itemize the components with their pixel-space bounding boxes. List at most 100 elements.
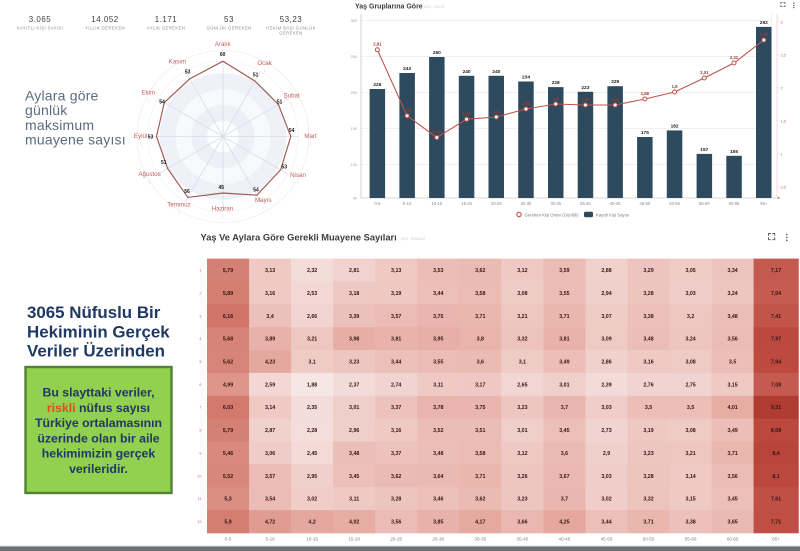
svg-text:7,17: 7,17 bbox=[771, 268, 781, 274]
svg-text:25-30: 25-30 bbox=[432, 537, 444, 542]
svg-text:229: 229 bbox=[611, 79, 619, 85]
svg-text:2,96: 2,96 bbox=[349, 428, 359, 434]
svg-text:Şubat: Şubat bbox=[284, 93, 300, 100]
svg-text:KİŞİ - PLSMGZ: KİŞİ - PLSMGZ bbox=[401, 236, 426, 241]
svg-text:3,38: 3,38 bbox=[685, 520, 695, 526]
svg-text:3,56: 3,56 bbox=[727, 337, 737, 343]
svg-text:1,4: 1,4 bbox=[493, 109, 500, 114]
svg-text:3,18: 3,18 bbox=[349, 291, 359, 297]
svg-text:4: 4 bbox=[199, 337, 201, 341]
svg-text:60-65: 60-65 bbox=[727, 537, 739, 542]
svg-text:25-30: 25-30 bbox=[521, 201, 532, 206]
svg-text:3,08: 3,08 bbox=[685, 428, 695, 434]
svg-text:1: 1 bbox=[222, 215, 224, 219]
svg-text:GÜNLÜK GEREKEN: GÜNLÜK GEREKEN bbox=[206, 26, 251, 31]
svg-text:6,16: 6,16 bbox=[223, 314, 233, 320]
svg-text:3,45: 3,45 bbox=[349, 474, 359, 480]
svg-text:GEREKEN: GEREKEN bbox=[279, 30, 302, 35]
svg-text:Hekiminin Gerçek: Hekiminin Gerçek bbox=[27, 322, 170, 341]
svg-text:3,45: 3,45 bbox=[727, 497, 737, 503]
svg-text:3,16: 3,16 bbox=[265, 291, 275, 297]
svg-text:3,54: 3,54 bbox=[265, 497, 275, 503]
svg-text:9,31: 9,31 bbox=[771, 405, 781, 411]
svg-text:1: 1 bbox=[291, 102, 293, 106]
svg-text:175: 175 bbox=[641, 130, 649, 136]
svg-text:3,71: 3,71 bbox=[475, 314, 485, 320]
svg-text:3,52: 3,52 bbox=[433, 428, 443, 434]
svg-text:3,6: 3,6 bbox=[561, 451, 568, 457]
svg-text:3,1: 3,1 bbox=[519, 360, 526, 366]
svg-text:3,56: 3,56 bbox=[727, 474, 737, 480]
svg-text:53: 53 bbox=[282, 164, 288, 170]
svg-text:3,5: 3,5 bbox=[729, 360, 736, 366]
svg-text:3,81: 3,81 bbox=[559, 337, 569, 343]
svg-text:56: 56 bbox=[184, 189, 190, 195]
svg-text:3,44: 3,44 bbox=[433, 291, 443, 297]
svg-text:53,23: 53,23 bbox=[280, 15, 303, 24]
svg-text:3,71: 3,71 bbox=[475, 474, 485, 480]
svg-text:Kayıtlı Kişi Sayısı: Kayıtlı Kişi Sayısı bbox=[596, 212, 629, 217]
svg-text:5,68: 5,68 bbox=[223, 337, 233, 343]
svg-text:3,12: 3,12 bbox=[517, 451, 527, 457]
svg-text:4,01: 4,01 bbox=[727, 405, 737, 411]
svg-text:3,28: 3,28 bbox=[643, 474, 653, 480]
svg-text:1,05: 1,05 bbox=[433, 129, 442, 134]
svg-text:3,55: 3,55 bbox=[559, 291, 569, 297]
svg-text:200: 200 bbox=[351, 91, 357, 95]
svg-text:1: 1 bbox=[264, 69, 266, 73]
svg-text:3,62: 3,62 bbox=[391, 474, 401, 480]
svg-text:6: 6 bbox=[199, 383, 201, 387]
svg-text:5,79: 5,79 bbox=[223, 428, 233, 434]
svg-text:3,23: 3,23 bbox=[643, 451, 653, 457]
svg-text:3,01: 3,01 bbox=[559, 382, 569, 388]
svg-text:2,74: 2,74 bbox=[391, 382, 401, 388]
svg-text:3,08: 3,08 bbox=[517, 291, 527, 297]
svg-text:3,21: 3,21 bbox=[685, 451, 695, 457]
svg-text:3,5: 3,5 bbox=[687, 405, 694, 411]
svg-text:3,49: 3,49 bbox=[559, 360, 569, 366]
svg-text:KİŞİ - YILLIK: KİŞİ - YILLIK bbox=[424, 4, 445, 9]
svg-text:50-55: 50-55 bbox=[669, 201, 680, 206]
svg-text:3,24: 3,24 bbox=[727, 291, 737, 297]
svg-text:54: 54 bbox=[253, 188, 259, 194]
svg-text:1: 1 bbox=[178, 211, 180, 215]
svg-text:8,08: 8,08 bbox=[771, 428, 781, 434]
svg-text:182: 182 bbox=[671, 123, 679, 129]
svg-text:3,71: 3,71 bbox=[559, 314, 569, 320]
svg-text:3,62: 3,62 bbox=[475, 497, 485, 503]
svg-text:14.052: 14.052 bbox=[91, 15, 118, 24]
svg-text:3,34: 3,34 bbox=[727, 268, 737, 274]
svg-text:3,15: 3,15 bbox=[685, 497, 695, 503]
svg-text:234: 234 bbox=[522, 75, 530, 81]
svg-text:AYLIK GEREKEN: AYLIK GEREKEN bbox=[147, 26, 186, 31]
svg-text:11: 11 bbox=[198, 497, 202, 501]
svg-text:1,55: 1,55 bbox=[522, 101, 531, 106]
svg-text:2,94: 2,94 bbox=[601, 291, 611, 297]
svg-text:hekimimizin gerçek: hekimimizin gerçek bbox=[42, 447, 156, 461]
svg-text:1: 1 bbox=[781, 153, 783, 157]
svg-text:3,95: 3,95 bbox=[433, 337, 443, 343]
svg-text:51: 51 bbox=[277, 100, 283, 106]
svg-text:51: 51 bbox=[253, 72, 259, 78]
svg-text:muayene sayısı: muayene sayısı bbox=[25, 132, 126, 148]
svg-text:3,08: 3,08 bbox=[685, 360, 695, 366]
svg-text:3,65: 3,65 bbox=[727, 520, 737, 526]
svg-text:45: 45 bbox=[219, 185, 225, 191]
svg-text:3,01: 3,01 bbox=[517, 428, 527, 434]
svg-text:2,37: 2,37 bbox=[349, 382, 359, 388]
svg-text:3,21: 3,21 bbox=[517, 314, 527, 320]
svg-text:1,36: 1,36 bbox=[462, 111, 471, 116]
svg-text:2,87: 2,87 bbox=[265, 428, 275, 434]
svg-text:3,29: 3,29 bbox=[643, 268, 653, 274]
svg-text:3,28: 3,28 bbox=[391, 497, 401, 503]
svg-text:2,94: 2,94 bbox=[760, 32, 769, 37]
svg-text:1,42: 1,42 bbox=[403, 108, 412, 113]
svg-text:3,39: 3,39 bbox=[349, 314, 359, 320]
svg-text:Haziran: Haziran bbox=[212, 206, 234, 213]
svg-text:50-55: 50-55 bbox=[643, 537, 655, 542]
svg-text:53: 53 bbox=[224, 15, 234, 24]
svg-text:2,01: 2,01 bbox=[700, 70, 709, 75]
svg-text:0-5: 0-5 bbox=[225, 537, 232, 542]
svg-text:5,89: 5,89 bbox=[223, 291, 233, 297]
svg-text:5,3: 5,3 bbox=[224, 497, 231, 503]
